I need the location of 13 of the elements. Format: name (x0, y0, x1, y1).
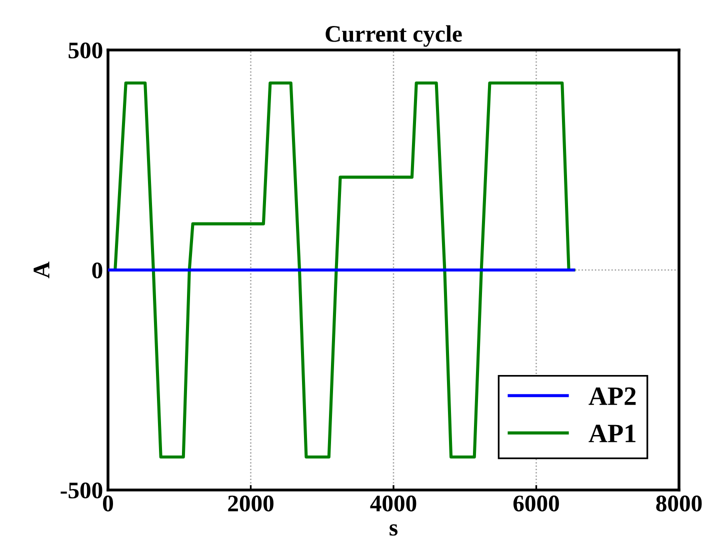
legend-label: AP2 (588, 387, 636, 405)
y-tick-label: 500 (68, 42, 102, 58)
x-tick-label: 8000 (656, 496, 702, 512)
x-tick-label: 2000 (228, 496, 274, 512)
x-axis-title: s (390, 524, 398, 536)
y-tick-label: -500 (60, 482, 102, 498)
chart-title: Current cycle (326, 25, 462, 47)
x-tick-label: 6000 (513, 496, 559, 512)
x-tick-label: 0 (102, 496, 114, 512)
y-axis-title: A (34, 262, 50, 278)
legend-label: AP1 (588, 424, 636, 442)
y-tick-label: 0 (92, 262, 102, 278)
x-tick-label: 4000 (370, 496, 416, 512)
